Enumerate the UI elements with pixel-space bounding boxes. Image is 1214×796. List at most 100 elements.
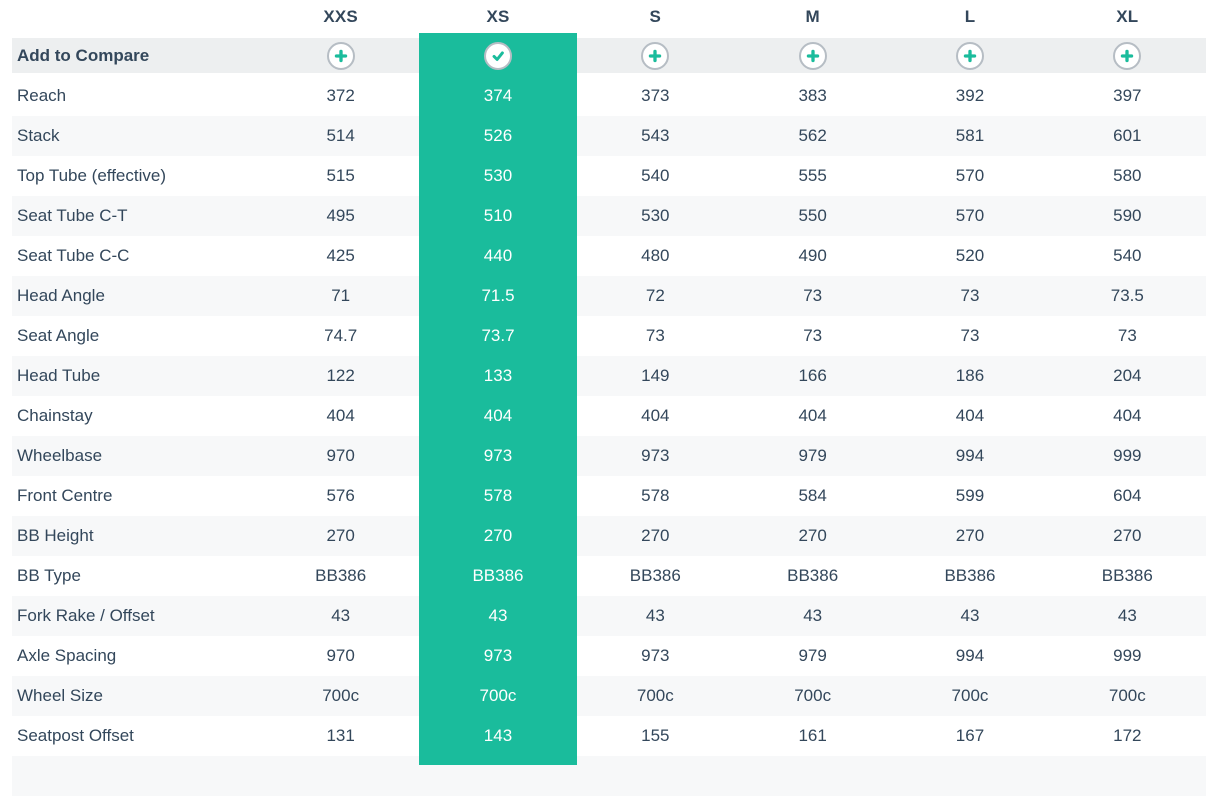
add-to-compare-button-xl[interactable] [1113,41,1142,70]
row-label: BB Height [17,526,94,545]
value-cell: BB386 [315,566,367,585]
value-cell: 973 [641,646,670,665]
value-cell: 490 [798,246,827,265]
value-cell: 43 [960,606,980,625]
value-cell: 584 [798,486,827,505]
size-header-s: S [649,6,662,26]
add-to-compare-button-s[interactable] [641,41,670,70]
value-cell: 155 [641,726,670,745]
value-cell: 372 [326,86,355,105]
value-cell: 425 [326,246,355,265]
value-cell: 543 [641,126,670,145]
value-cell: 270 [326,526,355,545]
row-label: Head Angle [17,286,105,305]
value-cell: 973 [483,446,513,465]
compare-selected-button-xs[interactable] [483,41,512,70]
geometry-row: Head Angle 71 71.5 72 73 73 73.5 [12,276,1206,316]
value-cell: 540 [641,166,670,185]
row-label: Fork Rake / Offset [17,606,155,625]
row-label: Seatpost Offset [17,726,134,745]
value-cell: 973 [483,646,513,665]
compare-cell-xxs [262,41,419,70]
value-cell: 43 [1117,606,1137,625]
value-cell: 73 [803,326,823,345]
add-to-compare-label: Add to Compare [17,45,150,65]
geometry-comparison-table: XXS XS S M L XL Add to Compare Reach 372 374 373… [12,0,1206,796]
value-cell: 570 [955,206,985,225]
value-cell: 186 [955,366,985,385]
value-cell: 570 [955,166,985,185]
value-cell: 581 [955,126,985,145]
row-label: BB Type [17,566,81,585]
value-cell: 43 [803,606,823,625]
geometry-row: Stack 514 526 543 562 581 601 [12,116,1206,156]
value-cell: 404 [326,406,355,425]
size-header-l: L [964,6,976,26]
size-header-xs: XS [486,6,510,26]
value-cell: 970 [326,446,355,465]
value-cell: 397 [1113,86,1142,105]
value-cell: 71 [331,286,351,305]
value-cell: 270 [1113,526,1142,545]
row-label: Wheel Size [17,686,103,705]
value-cell: 530 [483,166,513,185]
value-cell: 73 [960,326,980,345]
value-cell: 540 [1113,246,1142,265]
geometry-rows: Reach 372 374 373 383 392 397 Stack 514 526 543 562… [12,76,1206,756]
value-cell: BB386 [787,566,839,585]
value-cell: 979 [798,646,827,665]
row-label: Wheelbase [17,446,103,465]
value-cell: 161 [798,726,827,745]
value-cell: 149 [641,366,670,385]
value-cell: 131 [326,726,355,745]
value-cell: 404 [798,406,827,425]
value-cell: 700c [951,686,989,705]
value-cell: 520 [955,246,985,265]
add-to-compare-button-m[interactable] [798,41,827,70]
size-header-m: M [805,6,820,26]
size-header-xl: XL [1116,6,1139,26]
plus-circle-icon [334,49,347,62]
value-cell: 514 [326,126,355,145]
value-cell: 122 [326,366,355,385]
value-cell: 172 [1113,726,1142,745]
add-to-compare-button-xxs[interactable] [326,41,355,70]
value-cell: 999 [1113,646,1142,665]
value-cell: 604 [1113,486,1142,505]
value-cell: 404 [1113,406,1142,425]
value-cell: 578 [483,486,513,505]
value-cell: 562 [798,126,827,145]
value-cell: 700c [794,686,832,705]
add-to-compare-button-l[interactable] [955,41,984,70]
value-cell: 373 [641,86,670,105]
value-cell: 143 [483,726,513,745]
value-cell: 515 [326,166,355,185]
value-cell: 440 [483,246,513,265]
compare-cell-xs [419,41,576,70]
geometry-row: BB Height 270 270 270 270 270 270 [12,516,1206,556]
value-cell: 994 [955,646,985,665]
value-cell: 495 [326,206,355,225]
value-cell: 73 [645,326,665,345]
value-cell: 74.7 [324,326,358,345]
geometry-row: Wheelbase 970 973 973 979 994 999 [12,436,1206,476]
row-label: Front Centre [17,486,113,505]
value-cell: 43 [488,606,508,625]
row-label: Seat Tube C-T [17,206,128,225]
value-cell: 700c [1108,686,1146,705]
value-cell: 404 [483,406,513,425]
add-to-compare-row: Add to Compare [12,38,1206,73]
value-cell: 999 [1113,446,1142,465]
value-cell: 700c [636,686,674,705]
compare-cell-m [734,41,891,70]
row-label: Axle Spacing [17,646,117,665]
value-cell: 700c [479,686,517,705]
row-label: Seat Angle [17,326,100,345]
row-label: Seat Tube C-C [17,246,130,265]
value-cell: 530 [641,206,670,225]
geometry-row: BB Type BB386 BB386 BB386 BB386 BB386 BB386 [12,556,1206,596]
value-cell: 979 [798,446,827,465]
value-cell: 73 [960,286,980,305]
geometry-row: Chainstay 404 404 404 404 404 404 [12,396,1206,436]
value-cell: 480 [641,246,670,265]
